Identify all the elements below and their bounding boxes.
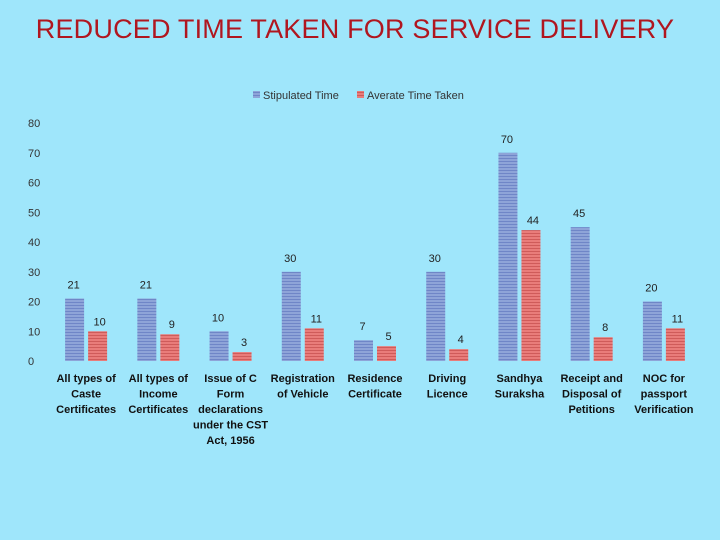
category-label-line: All types of [129, 373, 189, 385]
category-label: NOC for passport Verification [634, 373, 694, 416]
legend-label: Averate Time Taken [367, 90, 464, 102]
category-label: All types of Income Certificates [128, 373, 188, 416]
data-label: 7 [359, 321, 365, 333]
y-tick-label: 50 [28, 207, 40, 219]
category-label-line: Registration [271, 373, 335, 385]
data-label: 21 [140, 280, 152, 292]
bar-average-time-taken [304, 328, 324, 361]
category-label: Driving Licence [427, 373, 468, 401]
bar-average-time-taken [521, 230, 541, 361]
y-tick-label: 30 [28, 267, 40, 279]
category-label-line: passport [641, 389, 688, 401]
category-label-line: All types of [56, 373, 116, 385]
slide-title: REDUCED TIME TAKEN FOR SERVICE DELIVERY [35, 14, 675, 44]
data-label: 10 [212, 312, 224, 324]
bar-stipulated-time [137, 298, 157, 361]
data-label: 45 [573, 208, 585, 220]
category-label: Registration of Vehicle [271, 373, 335, 401]
category-label-line: Certificates [128, 404, 188, 416]
category-label-line: declarations [198, 404, 263, 416]
bar-average-time-taken [449, 349, 469, 361]
data-label: 70 [501, 134, 513, 146]
bar-stipulated-time [354, 340, 373, 361]
y-tick-label: 0 [28, 356, 34, 368]
y-tick-label: 40 [28, 237, 40, 249]
category-label-line: Residence [347, 373, 402, 385]
y-axis: 0 10 20 30 40 50 60 70 80 [28, 118, 40, 368]
bar-stipulated-time [570, 227, 590, 361]
legend-swatch-average [357, 91, 364, 98]
bar-average-time-taken [377, 346, 396, 361]
data-label: 11 [311, 313, 322, 325]
bar-stipulated-time [209, 331, 229, 361]
category-label-line: Suraksha [495, 389, 545, 401]
bar-average-time-taken [232, 352, 252, 361]
data-label: 8 [602, 322, 608, 334]
category-label: Sandhya Suraksha [495, 373, 545, 401]
category-label-line: under the CST [193, 420, 268, 432]
category-label-line: Receipt and [560, 373, 622, 385]
bars [65, 152, 685, 361]
category-label-line: Certificates [56, 404, 116, 416]
data-label: 30 [284, 253, 296, 265]
y-tick-label: 70 [28, 148, 40, 160]
legend-label: Stipulated Time [263, 90, 339, 102]
bar-stipulated-time [498, 152, 518, 361]
data-label: 10 [93, 316, 105, 328]
data-label: 3 [241, 337, 247, 349]
bar-average-time-taken [665, 328, 685, 361]
data-label: 5 [385, 331, 391, 343]
bar-average-time-taken [88, 331, 108, 361]
category-label-line: Licence [427, 389, 468, 401]
data-label: 4 [458, 334, 464, 346]
data-labels: 21 10 21 9 10 3 30 11 7 5 30 4 70 44 45 8 20 11 [67, 134, 683, 349]
y-tick-label: 60 [28, 178, 40, 190]
category-label-line: Verification [634, 404, 694, 416]
bar-stipulated-time [642, 301, 662, 361]
y-tick-label: 80 [28, 118, 40, 130]
bar-stipulated-time [281, 271, 301, 361]
category-label-line: Certificate [348, 389, 402, 401]
category-label-line: Driving [428, 373, 466, 385]
category-label-line: Disposal of [562, 389, 622, 401]
data-label: 11 [672, 313, 683, 325]
bar-stipulated-time [426, 271, 446, 361]
category-label: Residence Certificate [347, 373, 402, 401]
category-label-line: Caste [71, 389, 101, 401]
legend: Stipulated Time Averate Time Taken [253, 90, 464, 102]
y-tick-label: 20 [28, 297, 40, 309]
data-label: 20 [645, 283, 657, 295]
data-label: 30 [429, 253, 441, 265]
category-label: Receipt and Disposal of Petitions [560, 373, 622, 416]
bar-average-time-taken [160, 334, 180, 361]
data-label: 21 [67, 280, 79, 292]
category-label-line: Income [139, 389, 178, 401]
data-label: 9 [169, 319, 175, 331]
bar-average-time-taken [593, 337, 613, 361]
category-label-line: Petitions [568, 404, 614, 416]
category-label: All types of Caste Certificates [56, 373, 116, 416]
y-tick-label: 10 [28, 326, 40, 338]
data-label: 44 [527, 215, 539, 227]
bar-stipulated-time [65, 298, 85, 361]
category-label-line: NOC for [643, 373, 686, 385]
category-label-line: Sandhya [497, 373, 544, 385]
category-label-line: Issue of C [204, 373, 257, 385]
category-label-line: of Vehicle [277, 389, 328, 401]
legend-swatch-stipulated [253, 91, 260, 98]
category-label-line: Act, 1956 [206, 435, 254, 447]
category-label: Issue of C Form declarations under the CST A… [193, 373, 268, 447]
category-label-line: Form [217, 389, 245, 401]
